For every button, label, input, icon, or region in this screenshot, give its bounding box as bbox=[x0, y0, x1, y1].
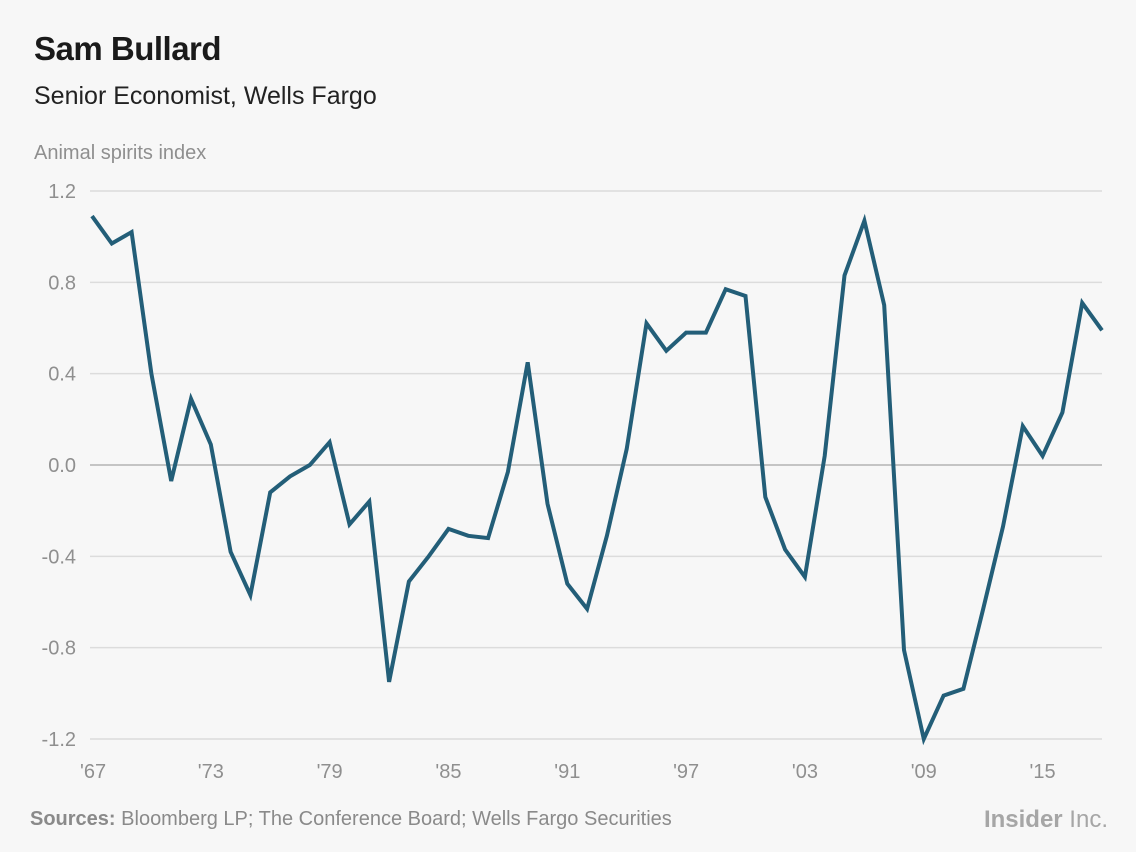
x-tick-label: '85 bbox=[435, 761, 461, 783]
y-tick-label: -0.8 bbox=[42, 638, 76, 660]
brand-name: Insider bbox=[983, 806, 1063, 833]
source-text: Bloomberg LP; The Conference Board; Well… bbox=[121, 808, 672, 830]
source-label: Sources: bbox=[30, 808, 116, 830]
grid-lines bbox=[90, 190, 1102, 740]
x-tick-labels: '67 '73 '79 '85 '91 '97 '03 '09 '15 bbox=[80, 761, 1056, 783]
y-tick-label: 1.2 bbox=[48, 181, 76, 203]
brand-suffix: Inc. bbox=[1062, 806, 1108, 833]
source-note: Sources: Bloomberg LP; The Conference Bo… bbox=[30, 808, 672, 831]
chart-title: Sam Bullard bbox=[34, 30, 222, 67]
y-axis-label: Animal spirits index bbox=[34, 142, 206, 164]
series-line bbox=[90, 213, 1104, 746]
y-tick-label: 0.0 bbox=[48, 455, 76, 477]
x-tick-label: '09 bbox=[911, 761, 937, 783]
x-tick-label: '67 bbox=[80, 761, 106, 783]
y-tick-label: -0.4 bbox=[42, 546, 76, 568]
brand-logo: Insider Inc. bbox=[984, 806, 1108, 834]
y-tick-label: 0.8 bbox=[48, 272, 76, 294]
x-tick-label: '03 bbox=[792, 761, 818, 783]
y-tick-labels: 1.2 0.8 0.4 0.0 -0.4 -0.8 -1.2 bbox=[42, 181, 76, 751]
x-tick-label: '15 bbox=[1030, 761, 1056, 783]
x-tick-label: '97 bbox=[673, 761, 699, 783]
y-tick-label: 0.4 bbox=[48, 364, 76, 386]
x-tick-label: '79 bbox=[317, 761, 343, 783]
chart-subtitle: Senior Economist, Wells Fargo bbox=[34, 82, 377, 110]
x-tick-label: '73 bbox=[198, 761, 224, 783]
x-tick-label: '91 bbox=[554, 761, 580, 783]
y-tick-label: -1.2 bbox=[42, 729, 76, 751]
series-group bbox=[90, 213, 1104, 746]
